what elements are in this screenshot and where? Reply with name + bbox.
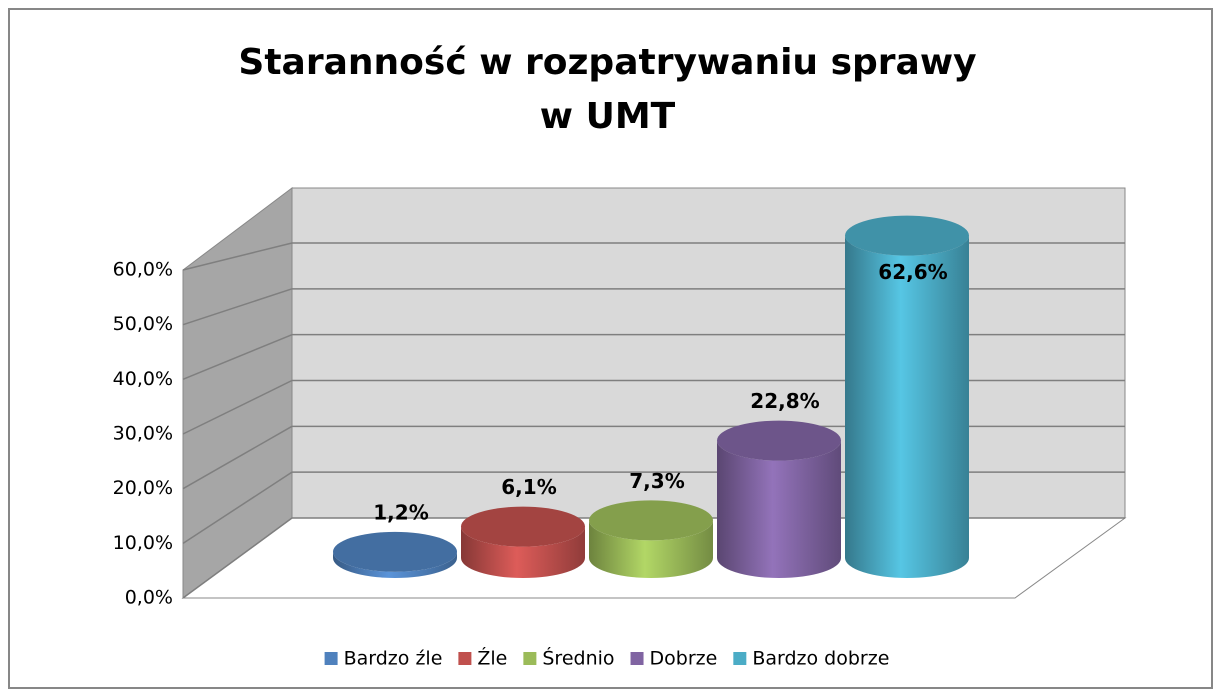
data-label: 7,3% xyxy=(629,469,684,493)
legend-label: Bardzo źle xyxy=(344,648,443,670)
side-grid-line xyxy=(182,242,293,271)
bar-top xyxy=(845,215,969,256)
bar xyxy=(845,235,969,579)
data-label: 62,6% xyxy=(878,260,947,284)
bar xyxy=(332,551,457,578)
legend-swatch xyxy=(733,652,747,665)
bar-top xyxy=(461,506,585,547)
bar xyxy=(717,440,841,578)
y-tick-label: 10,0% xyxy=(113,532,173,554)
bar-top xyxy=(717,420,841,461)
side-grid-line xyxy=(182,425,293,490)
legend-label: Średnio xyxy=(542,646,614,670)
legend-swatch xyxy=(523,652,537,665)
bar xyxy=(589,520,713,578)
legend-swatch xyxy=(324,652,338,665)
legend-label: Źle xyxy=(477,647,507,670)
y-tick-label: 60,0% xyxy=(113,259,173,281)
data-label: 1,2% xyxy=(373,500,428,524)
legend-label: Dobrze xyxy=(650,648,718,670)
y-tick-label: 40,0% xyxy=(113,368,173,390)
y-tick-label: 30,0% xyxy=(113,423,173,445)
legend-swatch xyxy=(458,652,472,665)
data-label: 22,8% xyxy=(750,389,819,413)
side-grid-line xyxy=(182,333,293,381)
y-tick-label: 0,0% xyxy=(125,587,173,609)
side-grid-line xyxy=(182,471,293,544)
side-grid-line xyxy=(182,379,293,435)
legend-swatch xyxy=(630,652,644,665)
bar xyxy=(461,526,585,578)
data-label: 6,1% xyxy=(501,475,556,499)
side-grid-line xyxy=(182,288,293,326)
chart-title: Staranność w rozpatrywaniu sprawy w UMT xyxy=(238,42,977,137)
back-wall xyxy=(291,187,1126,519)
legend-label: Bardzo dobrze xyxy=(752,648,889,670)
bar-top xyxy=(589,500,713,541)
side-grid-line xyxy=(182,517,293,599)
y-tick-label: 20,0% xyxy=(113,477,173,499)
y-tick-label: 50,0% xyxy=(113,313,173,335)
bar-top xyxy=(333,531,457,572)
